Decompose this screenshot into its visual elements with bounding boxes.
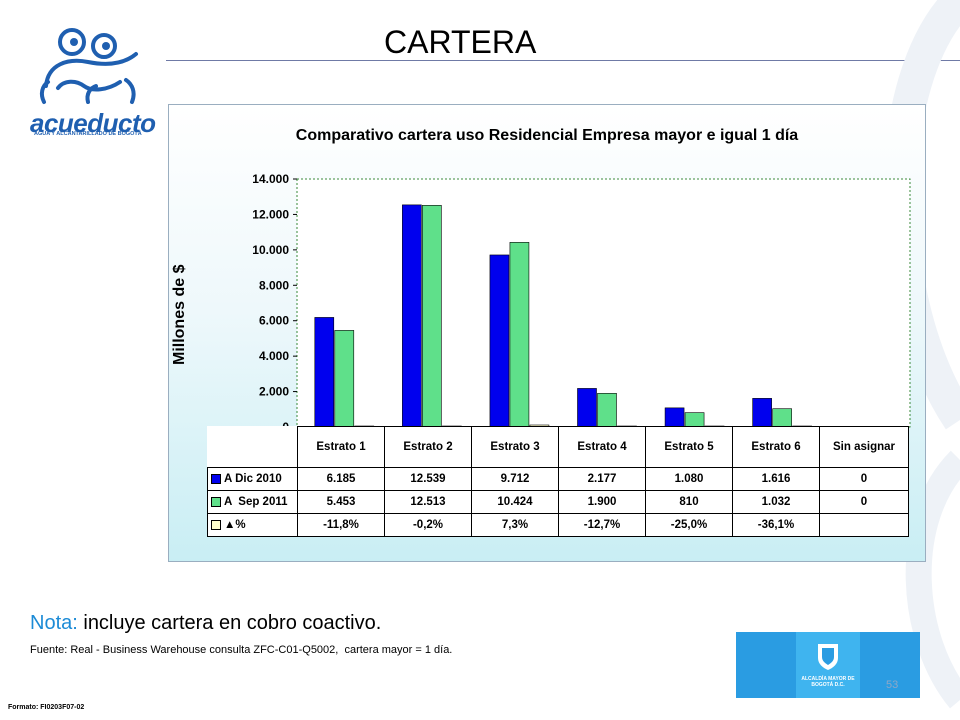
y-tick-label: 8.000 (259, 278, 289, 292)
series-name: ▲% (224, 519, 246, 531)
title-divider (166, 60, 960, 61)
y-tick-label: 2.000 (259, 385, 289, 399)
category-estrato-4: Estrato 4 (558, 426, 646, 468)
table-cell (819, 513, 909, 537)
plot-area (296, 178, 911, 428)
y-tick-label: 12.000 (252, 207, 289, 221)
y-tick-label: 4.000 (259, 349, 289, 363)
table-cell: 12.513 (384, 490, 472, 514)
table-cell: 1.616 (732, 467, 820, 491)
category-estrato-6: Estrato 6 (732, 426, 820, 468)
bogota-shield-icon (818, 644, 838, 670)
series-name: A Dic 2010 (224, 473, 282, 485)
table-cell: 0 (819, 467, 909, 491)
y-tick-label: 6.000 (259, 314, 289, 328)
data-table: Estrato 1 Estrato 2 Estrato 3 Estrato 4 … (207, 426, 909, 537)
y-tick-label: 14.000 (252, 172, 289, 186)
table-cell: -11,8% (297, 513, 385, 537)
table-cell: 810 (645, 490, 733, 514)
table-cell: 7,3% (471, 513, 559, 537)
bar-sep-2011-6 (772, 408, 792, 428)
logo-word: acueducto (30, 108, 156, 138)
category-estrato-2: Estrato 2 (384, 426, 472, 468)
bar-sep-2011-1 (334, 330, 355, 428)
logo-tagline: AGUA Y ALCANTARILLADO DE BOGOTÁ (34, 131, 142, 137)
chart-panel: Comparativo cartera uso Residencial Empr… (168, 104, 926, 562)
bar-dic-2010-1 (314, 317, 335, 428)
bar-sep-2011-2 (422, 205, 442, 428)
category-estrato-1: Estrato 1 (297, 426, 385, 468)
table-cell: 12.539 (384, 467, 472, 491)
page-number: 53 (886, 679, 899, 691)
legend-dic-2010: A Dic 2010 (207, 467, 298, 491)
table-cell: 10.424 (471, 490, 559, 514)
table-cell: 9.712 (471, 467, 559, 491)
series-name: A Sep 2011 (224, 496, 288, 508)
table-cell: 6.185 (297, 467, 385, 491)
alcaldia-text: ALCALDÍA MAYOR DE BOGOTÁ D.C. (801, 676, 855, 688)
table-header-row: Estrato 1 Estrato 2 Estrato 3 Estrato 4 … (207, 426, 909, 468)
chart-title: Comparativo cartera uso Residencial Empr… (295, 127, 799, 144)
bar-dic-2010-5 (664, 407, 685, 428)
source-text: Fuente: Real - Business Warehouse consul… (30, 644, 453, 656)
bar-dic-2010-3 (489, 254, 510, 428)
table-cell: 5.453 (297, 490, 385, 514)
table-row: A Sep 2011 5.453 12.513 10.424 1.900 810… (207, 490, 909, 514)
legend-sep-2011: A Sep 2011 (207, 490, 298, 514)
legend-swatch (211, 519, 221, 530)
table-row: A Dic 2010 6.185 12.539 9.712 2.177 1.08… (207, 467, 909, 491)
y-tick-label: 10.000 (252, 243, 289, 257)
page-title: CARTERA (384, 24, 537, 60)
legend-swatch (211, 473, 221, 484)
table-cell: -12,7% (558, 513, 646, 537)
table-cell: 0 (819, 490, 909, 514)
table-cell: 2.177 (558, 467, 646, 491)
footer-format: Formato: FI0203F07-02 (8, 704, 85, 711)
bar-sep-2011-4 (597, 393, 617, 428)
category-sin-asignar: Sin asignar (819, 426, 909, 468)
bar-dic-2010-2 (402, 204, 422, 428)
table-row: ▲% -11,8% -0,2% 7,3% -12,7% -25,0% -36,1… (207, 513, 909, 537)
alcaldia-emblem-panel (796, 632, 860, 698)
table-cell: -25,0% (645, 513, 733, 537)
table-cell: 1.032 (732, 490, 820, 514)
bar-dic-2010-4 (577, 388, 597, 428)
note-label: Nota: (30, 612, 78, 634)
note: Nota: incluye cartera en cobro coactivo. (30, 612, 381, 635)
bar-sep-2011-5 (684, 412, 705, 428)
table-cell: -36,1% (732, 513, 820, 537)
category-estrato-3: Estrato 3 (471, 426, 559, 468)
table-corner (207, 426, 298, 468)
legend-percent: ▲% (207, 513, 298, 537)
category-estrato-5: Estrato 5 (645, 426, 733, 468)
alcaldia-box: ALCALDÍA MAYOR DE BOGOTÁ D.C. (736, 632, 920, 698)
bar-dic-2010-6 (752, 398, 772, 428)
legend-swatch (211, 496, 221, 507)
table-cell: -0,2% (384, 513, 472, 537)
note-text: incluye cartera en cobro coactivo. (77, 612, 382, 634)
frog-icon (39, 28, 138, 104)
acueducto-logo: acueducto AGUA Y ALCANTARILLADO DE BOGOT… (28, 24, 156, 140)
bar-sep-2011-3 (509, 242, 530, 428)
table-cell: 1.900 (558, 490, 646, 514)
table-cell: 1.080 (645, 467, 733, 491)
